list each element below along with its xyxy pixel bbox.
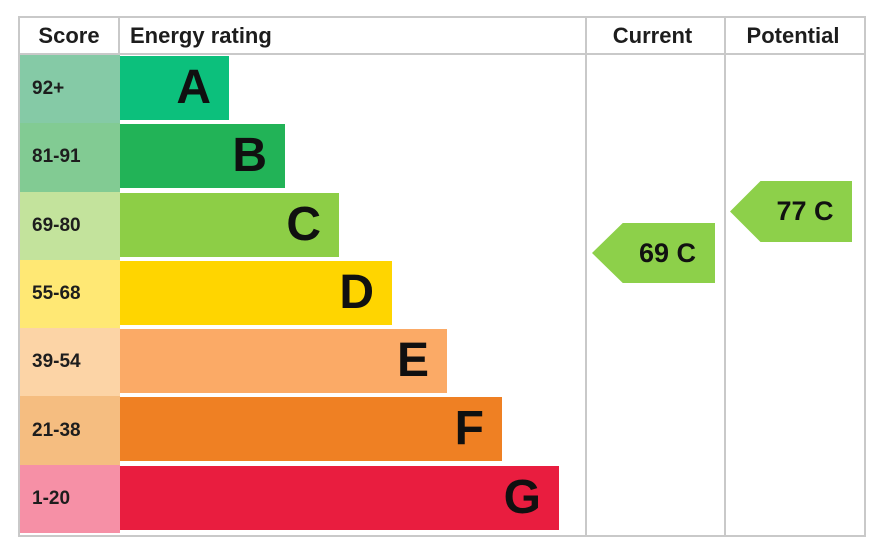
band-bar-d: D	[120, 260, 392, 325]
band-row-d: 55-68 D	[20, 259, 864, 329]
score-range-b: 81-91	[20, 123, 120, 192]
band-bar-a: A	[120, 56, 229, 120]
band-bar-f: F	[120, 397, 502, 462]
score-range-d: 55-68	[20, 259, 120, 329]
score-range-c: 69-80	[20, 191, 120, 260]
score-range-a: 92+	[20, 55, 120, 124]
band-row-g: 1-20 G	[20, 464, 864, 533]
current-column-divider	[585, 18, 587, 535]
band-bar-b: B	[120, 124, 285, 189]
current-rating-label: 69 C	[638, 237, 697, 268]
band-row-b: 81-91 B	[20, 123, 864, 192]
band-bar-e: E	[120, 329, 447, 394]
current-column-header: Current	[612, 22, 693, 48]
band-row-f: 21-38 F	[20, 396, 864, 465]
band-bar-g: G	[120, 465, 559, 530]
current-rating-arrow: 69 C	[592, 223, 715, 283]
potential-column-divider	[724, 18, 726, 535]
band-bar-c: C	[120, 192, 339, 257]
potential-column-header: Potential	[746, 22, 840, 48]
score-range-e: 39-54	[20, 328, 120, 397]
band-row-c: 69-80 C	[20, 191, 864, 260]
potential-rating-label: 77 C	[776, 196, 834, 226]
table-header: Score Energy rating Current Potential	[20, 18, 864, 55]
energy-rating-column-header: Energy rating	[130, 22, 272, 48]
rating-bands: 92+ A 81-91 B 69-80 C 55-68 D 39-54 E 21…	[20, 55, 864, 533]
score-column-header: Score	[20, 18, 120, 53]
score-range-g: 1-20	[20, 464, 120, 533]
score-range-f: 21-38	[20, 396, 120, 465]
band-row-a: 92+ A	[20, 55, 864, 124]
epc-table: Score Energy rating Current Potential 92…	[18, 16, 866, 537]
band-row-e: 39-54 E	[20, 328, 864, 397]
